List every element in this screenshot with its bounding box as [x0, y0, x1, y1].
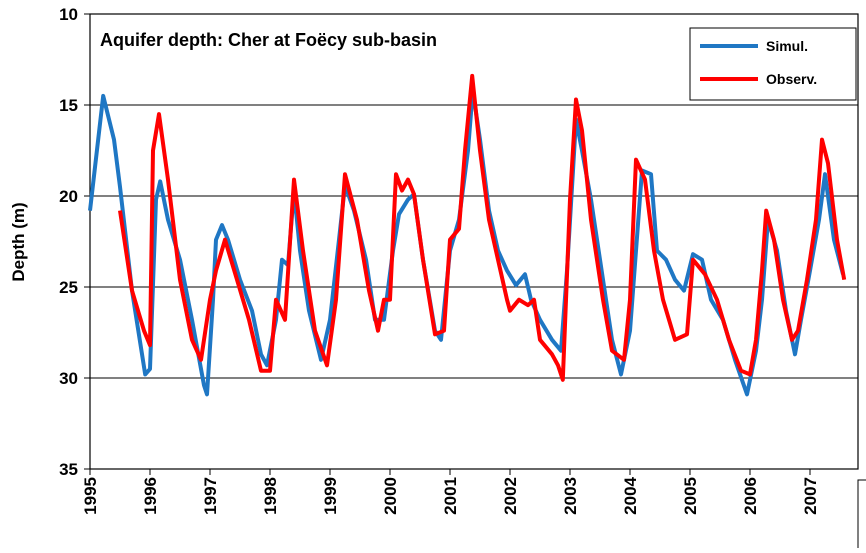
y-tick-label: 35 — [59, 460, 78, 479]
x-tick-label: 2005 — [681, 477, 700, 515]
x-tick-label: 1996 — [141, 477, 160, 515]
legend-label: Observ. — [766, 71, 817, 87]
y-tick-label: 15 — [59, 96, 78, 115]
y-tick-label: 10 — [59, 5, 78, 24]
plot-frame — [89, 13, 859, 470]
data-line — [118, 73, 847, 382]
y-tick-label: 30 — [59, 369, 78, 388]
x-tick-label: 1997 — [201, 477, 220, 515]
x-tick-label: 2003 — [561, 477, 580, 515]
chart-title: Aquifer depth: Cher at Foëcy sub-basin — [100, 30, 437, 50]
x-tick-label: 1998 — [261, 477, 280, 515]
y-tick-label: 20 — [59, 187, 78, 206]
x-tick-label: 2000 — [381, 477, 400, 515]
x-tick-label: 1995 — [81, 477, 100, 515]
y-tick-label: 25 — [59, 278, 78, 297]
data-line — [88, 88, 845, 397]
x-tick-label: 2006 — [741, 477, 760, 515]
x-tick-label: 2002 — [501, 477, 520, 515]
x-tick-label: 2004 — [621, 476, 640, 514]
x-tick-label: 1999 — [321, 477, 340, 515]
x-tick-label: 2007 — [801, 477, 820, 515]
y-axis-label: Depth (m) — [9, 202, 28, 281]
legend-box — [689, 27, 857, 101]
x-tick-label: 2001 — [441, 477, 460, 515]
legend-label: Simul. — [766, 38, 808, 54]
